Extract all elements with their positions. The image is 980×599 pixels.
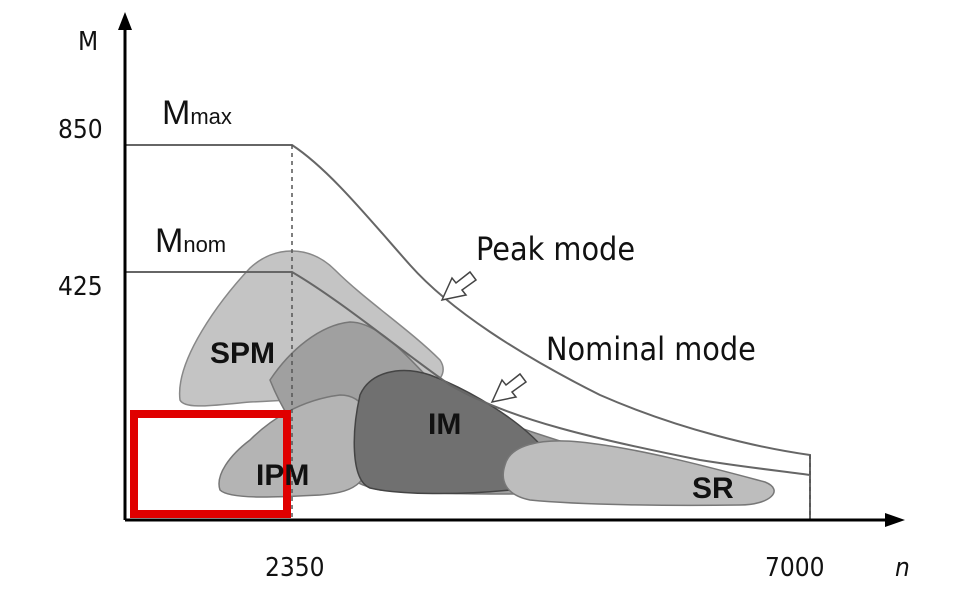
x-tick-label: 7000 bbox=[765, 553, 825, 583]
y-axis-arrow bbox=[118, 12, 132, 30]
symbol: M bbox=[162, 94, 190, 132]
subscript: max bbox=[190, 104, 232, 129]
pointer-arrow bbox=[440, 270, 478, 302]
subscript: nom bbox=[183, 232, 226, 257]
region-label: SR bbox=[692, 472, 734, 505]
x-axis-arrow bbox=[885, 513, 905, 527]
x-tick-label: 2350 bbox=[265, 553, 325, 583]
peak-mode-label: Peak mode bbox=[476, 230, 635, 268]
mnom-label: Mnom bbox=[155, 222, 226, 260]
y-tick-label: 850 bbox=[58, 115, 103, 145]
y-axis-label: M bbox=[78, 27, 98, 57]
y-tick-label: 425 bbox=[58, 272, 103, 302]
region-label: SPM bbox=[210, 337, 275, 370]
region-label: IM bbox=[428, 408, 461, 441]
symbol: M bbox=[155, 222, 183, 260]
nominal-mode-label: Nominal mode bbox=[546, 330, 756, 368]
x-axis-label: n bbox=[895, 553, 910, 583]
peak-curve bbox=[125, 144, 811, 520]
region-sr bbox=[502, 440, 775, 507]
pointer-arrow bbox=[490, 372, 528, 404]
highlight-box bbox=[130, 410, 291, 518]
region-label: IPM bbox=[256, 459, 309, 492]
nominal-curve bbox=[125, 271, 811, 476]
mmax-label: Mmax bbox=[162, 94, 232, 132]
